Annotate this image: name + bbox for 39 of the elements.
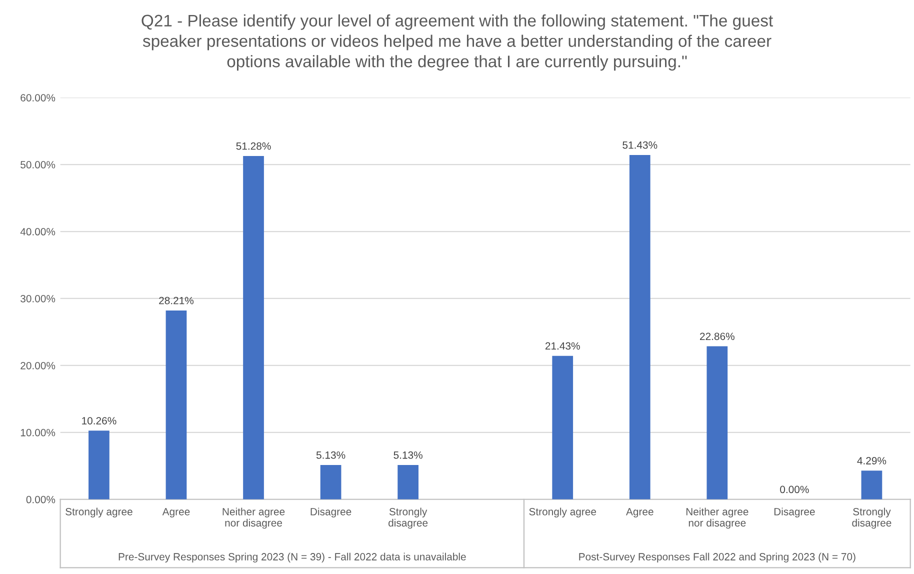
y-tick-label: 0.00% [26,496,56,504]
data-label: 5.13% [394,451,422,459]
x-tick-label: Strongly agree [529,508,596,518]
bar [398,465,418,500]
y-tick-label: 20.00% [20,362,56,370]
data-label: 51.43% [622,141,658,149]
data-label: 21.43% [545,342,580,350]
x-tick-label: Strongly agree [66,508,132,518]
y-tick-label: 30.00% [20,294,56,302]
bar [706,346,728,500]
text: Post-Survey Responses Fall 2022 and Spring 2023 (N = 70) [579,552,856,562]
x-tick-label: Disagree [310,508,352,518]
y-tick-label: 60.00% [20,94,56,102]
bar [552,356,574,500]
y-tick-label: 50.00% [20,161,56,168]
bar [88,430,110,500]
x-tick-label: Agree [162,508,190,518]
x-tick-label: Agree [626,508,654,518]
text: Pre-Survey Responses Spring 2023 (N = 39) - Fall 2022 data is unavailable [118,552,466,562]
bar [629,154,650,500]
bar [166,310,187,500]
data-label: 51.28% [236,142,271,150]
data-label: 28.21% [159,296,194,304]
data-label: 10.26% [82,417,116,424]
chart-title: Q21 - Please identify your level of agreement with the following statement. "The guest speaker presentations or videos helped me have a better understanding of the career options available with the degree that I are currently pursuing." [142,14,773,71]
x-tick-label: Disagree [774,508,815,518]
y-tick-label: 10.00% [20,428,56,436]
data-label: 22.86% [700,332,734,340]
data-label: 5.13% [316,451,346,459]
x-tick-label: Strongly disagree [388,508,428,529]
bar [243,156,264,500]
x-tick-label: Neither agree nor disagree [222,508,285,529]
bar [861,470,882,500]
x-tick-label: Neither agree nor disagree [686,508,748,529]
data-label: 4.29% [857,457,886,464]
bar [320,465,342,500]
x-tick-label: Strongly disagree [852,508,892,529]
y-tick-label: 40.00% [20,228,56,236]
data-label: 0.00% [780,486,809,494]
